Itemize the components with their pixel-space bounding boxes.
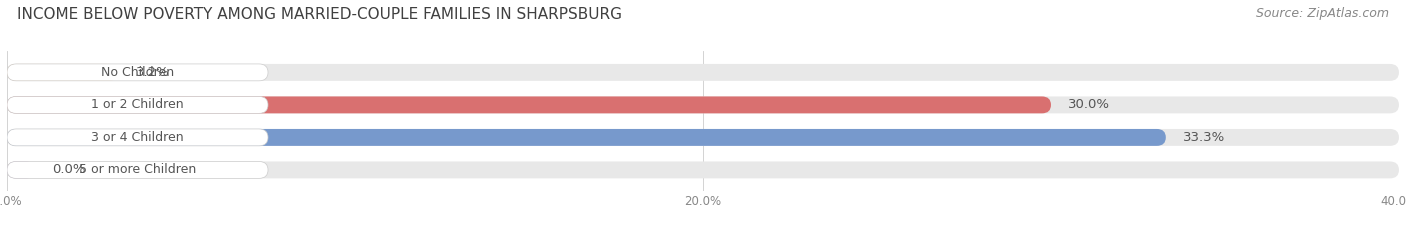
Text: 5 or more Children: 5 or more Children xyxy=(79,163,197,176)
Text: 0.0%: 0.0% xyxy=(52,163,86,176)
Text: Source: ZipAtlas.com: Source: ZipAtlas.com xyxy=(1256,7,1389,20)
FancyBboxPatch shape xyxy=(7,161,1399,178)
FancyBboxPatch shape xyxy=(7,161,35,178)
Text: 1 or 2 Children: 1 or 2 Children xyxy=(91,98,184,111)
FancyBboxPatch shape xyxy=(7,64,1399,81)
Text: 3 or 4 Children: 3 or 4 Children xyxy=(91,131,184,144)
FancyBboxPatch shape xyxy=(7,129,1399,146)
FancyBboxPatch shape xyxy=(7,129,1166,146)
FancyBboxPatch shape xyxy=(7,64,118,81)
FancyBboxPatch shape xyxy=(7,96,1052,113)
FancyBboxPatch shape xyxy=(7,96,269,113)
Text: 30.0%: 30.0% xyxy=(1069,98,1111,111)
Text: No Children: No Children xyxy=(101,66,174,79)
FancyBboxPatch shape xyxy=(7,129,269,146)
FancyBboxPatch shape xyxy=(7,161,269,178)
FancyBboxPatch shape xyxy=(7,96,1399,113)
Text: INCOME BELOW POVERTY AMONG MARRIED-COUPLE FAMILIES IN SHARPSBURG: INCOME BELOW POVERTY AMONG MARRIED-COUPL… xyxy=(17,7,621,22)
Text: 33.3%: 33.3% xyxy=(1184,131,1226,144)
FancyBboxPatch shape xyxy=(7,64,269,81)
Text: 3.2%: 3.2% xyxy=(136,66,170,79)
